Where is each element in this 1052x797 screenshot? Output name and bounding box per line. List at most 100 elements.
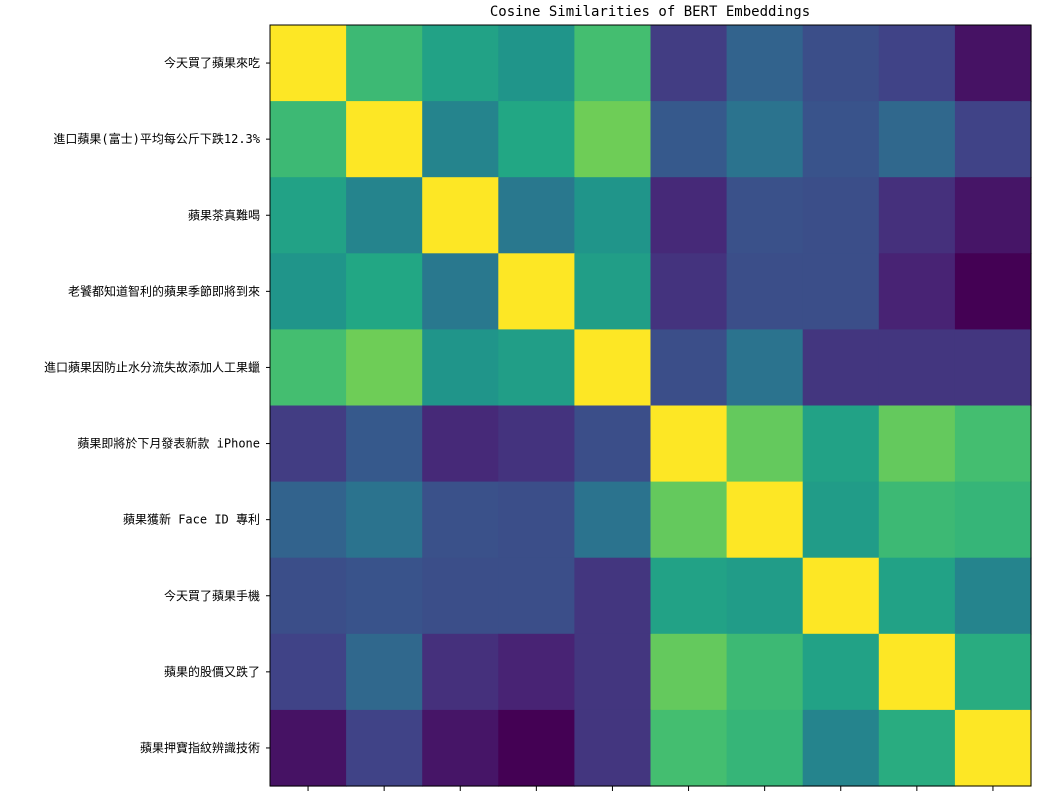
heatmap-cell: [346, 405, 423, 483]
heatmap-cell: [726, 557, 804, 635]
heatmap-cell: [802, 25, 880, 102]
heatmap-cell: [878, 405, 956, 483]
heatmap-cell: [498, 709, 575, 787]
heatmap-cell: [954, 405, 1032, 483]
heatmap-cell: [422, 253, 499, 330]
y-tick-label: 老饕都知道智利的蘋果季節即將到來: [68, 283, 260, 298]
heatmap-cell: [574, 101, 652, 178]
heatmap-cell: [574, 481, 652, 559]
axis-ticks: [266, 62, 994, 791]
chart-title: Cosine Similarities of BERT Embeddings: [490, 4, 810, 20]
heatmap-cell: [270, 25, 347, 102]
heatmap-cell: [498, 101, 575, 178]
heatmap-cell: [422, 405, 499, 483]
heatmap-cell: [346, 481, 423, 559]
heatmap-cell: [574, 253, 652, 330]
heatmap-cell: [954, 557, 1032, 635]
heatmap-cell: [270, 101, 347, 178]
y-tick-label: 蘋果的股價又跌了: [164, 664, 260, 679]
heatmap-cell: [574, 709, 652, 787]
heatmap-cell: [878, 177, 956, 254]
heatmap-cell: [422, 633, 499, 711]
heatmap-cell: [270, 329, 347, 407]
heatmap-cell: [346, 177, 423, 254]
heatmap-cell: [498, 633, 575, 711]
heatmap-cell: [346, 329, 423, 407]
y-tick-label: 蘋果押寶指紋辨識技術: [140, 740, 260, 755]
heatmap-cell: [422, 25, 499, 102]
heatmap-cell: [726, 177, 804, 254]
heatmap-cell: [954, 177, 1032, 254]
heatmap-cell: [270, 253, 347, 330]
heatmap-cell: [498, 557, 575, 635]
heatmap-cell: [954, 709, 1032, 787]
y-tick-label: 蘋果茶真難喝: [188, 207, 260, 222]
heatmap-cell: [878, 557, 956, 635]
heatmap-cell: [954, 101, 1032, 178]
heatmap-cell: [954, 481, 1032, 559]
heatmap-cell: [726, 633, 804, 711]
heatmap-cell: [422, 329, 499, 407]
heatmap-cell: [574, 177, 652, 254]
heatmap-cell: [498, 253, 575, 330]
heatmap-cell: [650, 253, 728, 330]
heatmap-cells: [270, 25, 1032, 787]
heatmap-cell: [346, 557, 423, 635]
heatmap-cell: [346, 25, 423, 102]
heatmap-cell: [802, 101, 880, 178]
heatmap-cell: [574, 25, 652, 102]
heatmap-cell: [726, 709, 804, 787]
y-tick-label: 進口蘋果因防止水分流失故添加人工果蠟: [44, 359, 260, 374]
heatmap-cell: [498, 25, 575, 102]
heatmap-cell: [498, 481, 575, 559]
heatmap-cell: [422, 557, 499, 635]
heatmap-cell: [954, 25, 1032, 102]
heatmap-cell: [422, 709, 499, 787]
y-tick-label: 今天買了蘋果來吃: [164, 55, 260, 70]
y-tick-label: 進口蘋果(富士)平均每公斤下跌12.3%: [53, 131, 260, 146]
heatmap-cell: [270, 481, 347, 559]
heatmap-cell: [954, 329, 1032, 407]
heatmap-cell: [954, 253, 1032, 330]
heatmap-cell: [346, 633, 423, 711]
heatmap-cell: [574, 405, 652, 483]
heatmap-cell: [650, 633, 728, 711]
heatmap-cell: [270, 405, 347, 483]
heatmap-cell: [878, 709, 956, 787]
heatmap-cell: [650, 25, 728, 102]
heatmap-cell: [802, 481, 880, 559]
heatmap-cell: [498, 329, 575, 407]
heatmap-cell: [802, 177, 880, 254]
heatmap-cell: [270, 177, 347, 254]
heatmap-cell: [726, 329, 804, 407]
heatmap-cell: [802, 709, 880, 787]
heatmap-cell: [650, 329, 728, 407]
heatmap-cell: [878, 633, 956, 711]
heatmap-cell: [802, 633, 880, 711]
heatmap-cell: [574, 633, 652, 711]
heatmap-cell: [422, 177, 499, 254]
heatmap-cell: [726, 101, 804, 178]
heatmap-cell: [346, 101, 423, 178]
heatmap-cell: [650, 557, 728, 635]
heatmap-cell: [270, 633, 347, 711]
heatmap-cell: [802, 253, 880, 330]
heatmap-cell: [726, 25, 804, 102]
heatmap-cell: [650, 405, 728, 483]
heatmap-cell: [422, 481, 499, 559]
heatmap-cell: [498, 177, 575, 254]
y-tick-label: 今天買了蘋果手機: [164, 588, 260, 603]
heatmap-cell: [650, 177, 728, 254]
heatmap-cell: [878, 329, 956, 407]
heatmap-cell: [802, 557, 880, 635]
heatmap-cell: [726, 405, 804, 483]
heatmap-cell: [498, 405, 575, 483]
heatmap-cell: [878, 25, 956, 102]
heatmap-cell: [650, 709, 728, 787]
heatmap-cell: [270, 557, 347, 635]
heatmap-cell: [726, 253, 804, 330]
heatmap-cell: [422, 101, 499, 178]
heatmap-cell: [726, 481, 804, 559]
